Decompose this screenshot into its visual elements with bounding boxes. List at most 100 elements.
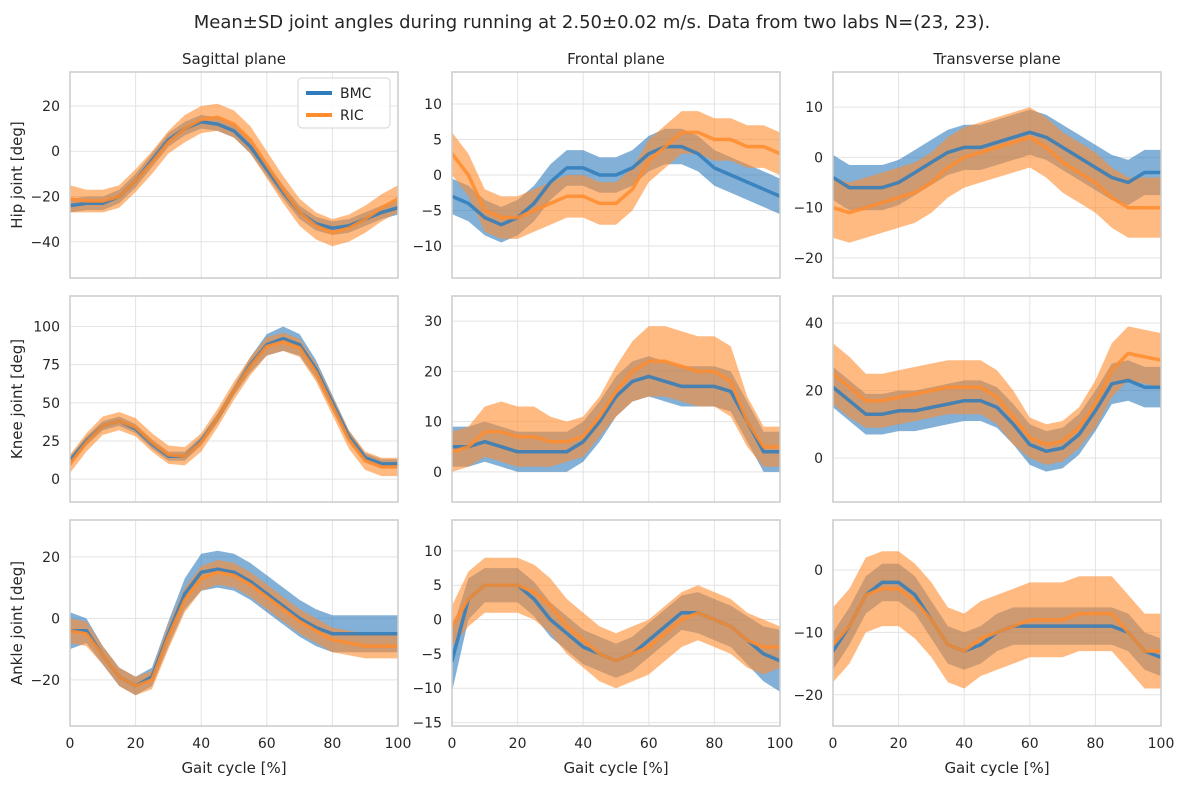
panel-0-2: −20 −10 0 10 Transverse plane xyxy=(793,50,1162,279)
y-tick-label: −20 xyxy=(30,190,60,206)
y-tick-label: 20 xyxy=(805,384,823,400)
y-tick-label: 0 xyxy=(433,613,442,629)
sd-band-bmc xyxy=(70,326,398,469)
y-tick-label: 10 xyxy=(424,544,442,560)
plot-area xyxy=(70,326,398,477)
panel-1-2: 0 20 40 xyxy=(805,295,1162,503)
y-tick-label: 10 xyxy=(424,415,442,431)
y-tick-label: 100 xyxy=(33,320,60,336)
x-tick-label: 100 xyxy=(1148,736,1175,752)
x-tick-label: 40 xyxy=(574,736,592,752)
y-tick-label: 0 xyxy=(433,168,442,184)
panel-0-0: −40 −20 0 20 Sagittal plane Hip joint [deg] xyxy=(8,50,399,279)
mean-line-ric xyxy=(833,586,1161,653)
panel-2-2: −20 −10 0 0 20 40 60 80 100 Gait cycle [%] xyxy=(793,519,1175,777)
x-axis-label: Gait cycle [%] xyxy=(181,759,286,777)
panel-frame xyxy=(832,519,1162,727)
panel-frame xyxy=(832,71,1162,279)
y-axis-label: Knee joint [deg] xyxy=(8,339,26,459)
x-axis-label: Gait cycle [%] xyxy=(563,759,668,777)
y-tick-label: −20 xyxy=(793,688,823,704)
plot-area xyxy=(833,326,1161,472)
panel-1-1: 0 10 20 30 xyxy=(424,295,781,503)
plot-area xyxy=(452,326,780,472)
mean-line-ric xyxy=(70,570,398,688)
y-tick-label: −5 xyxy=(421,204,442,220)
plot-area xyxy=(452,557,780,692)
y-tick-label: 0 xyxy=(51,472,60,488)
plot-area xyxy=(833,551,1161,689)
mean-line-bmc xyxy=(833,378,1161,454)
y-tick-label: −5 xyxy=(421,647,442,663)
y-tick-label: −20 xyxy=(793,251,823,267)
sd-band-ric xyxy=(452,111,780,239)
y-tick-label: 25 xyxy=(42,434,60,450)
y-tick-label: −10 xyxy=(793,201,823,217)
panel-frame xyxy=(69,519,399,727)
mean-line-ric xyxy=(833,135,1161,215)
y-axis-label: Ankle joint [deg] xyxy=(8,561,26,685)
y-tick-label: 10 xyxy=(805,100,823,116)
x-tick-label: 60 xyxy=(1021,736,1039,752)
plot-area xyxy=(452,111,780,243)
y-tick-label: 0 xyxy=(814,150,823,166)
panel-frame xyxy=(451,295,781,503)
y-tick-label: 40 xyxy=(805,316,823,332)
y-tick-label: 0 xyxy=(51,611,60,627)
y-tick-label: 20 xyxy=(42,99,60,115)
x-tick-label: 100 xyxy=(767,736,794,752)
x-tick-label: 60 xyxy=(258,736,276,752)
plot-area xyxy=(833,107,1161,243)
x-tick-label: 100 xyxy=(385,736,412,752)
x-tick-label: 0 xyxy=(829,736,838,752)
x-tick-label: 80 xyxy=(323,736,341,752)
panel-title: Frontal plane xyxy=(567,50,665,68)
legend-label-ric: RIC xyxy=(340,108,364,124)
sd-band-ric xyxy=(70,560,398,696)
x-tick-label: 20 xyxy=(127,736,145,752)
y-tick-label: 5 xyxy=(433,578,442,594)
panel-title: Transverse plane xyxy=(932,50,1060,68)
x-tick-label: 60 xyxy=(640,736,658,752)
y-tick-label: −10 xyxy=(412,681,442,697)
mean-line-bmc xyxy=(452,374,780,454)
panel-frame xyxy=(69,295,399,503)
x-tick-label: 40 xyxy=(192,736,210,752)
legend: BMC RIC xyxy=(297,77,391,129)
mean-line-ric xyxy=(452,130,780,220)
y-tick-label: −10 xyxy=(793,625,823,641)
x-tick-label: 20 xyxy=(509,736,527,752)
panels: −40 −20 0 20 Sagittal plane Hip joint [deg] −1… xyxy=(8,50,1174,777)
mean-line-ric xyxy=(70,340,398,469)
y-tick-label: 50 xyxy=(42,396,60,412)
y-tick-label: −10 xyxy=(412,239,442,255)
y-tick-label: 0 xyxy=(814,451,823,467)
x-tick-label: 20 xyxy=(890,736,908,752)
panel-0-1: −10 −5 0 5 10 Frontal plane xyxy=(412,50,781,279)
y-tick-label: 0 xyxy=(814,563,823,579)
mean-line-ric xyxy=(70,115,398,235)
x-tick-label: 0 xyxy=(66,736,75,752)
panel-frame xyxy=(451,519,781,727)
mean-line-ric xyxy=(833,351,1161,447)
legend-label-bmc: BMC xyxy=(340,86,372,102)
figure-title: Mean±SD joint angles during running at 2… xyxy=(194,12,990,33)
y-tick-label: 0 xyxy=(51,144,60,160)
mean-line-ric xyxy=(452,359,780,454)
y-tick-label: 5 xyxy=(433,132,442,148)
mean-line-bmc xyxy=(833,130,1161,190)
plot-area xyxy=(70,550,398,696)
y-axis-label: Hip joint [deg] xyxy=(8,121,26,228)
y-tick-label: 10 xyxy=(424,97,442,113)
y-tick-label: 20 xyxy=(424,364,442,380)
x-tick-label: 40 xyxy=(955,736,973,752)
mean-line-bmc xyxy=(452,144,780,227)
panel-frame xyxy=(832,295,1162,503)
plot-area xyxy=(70,103,398,247)
y-tick-label: −40 xyxy=(30,235,60,251)
y-tick-label: −15 xyxy=(412,716,442,732)
panel-title: Sagittal plane xyxy=(182,50,286,68)
mean-line-ric xyxy=(452,583,780,663)
